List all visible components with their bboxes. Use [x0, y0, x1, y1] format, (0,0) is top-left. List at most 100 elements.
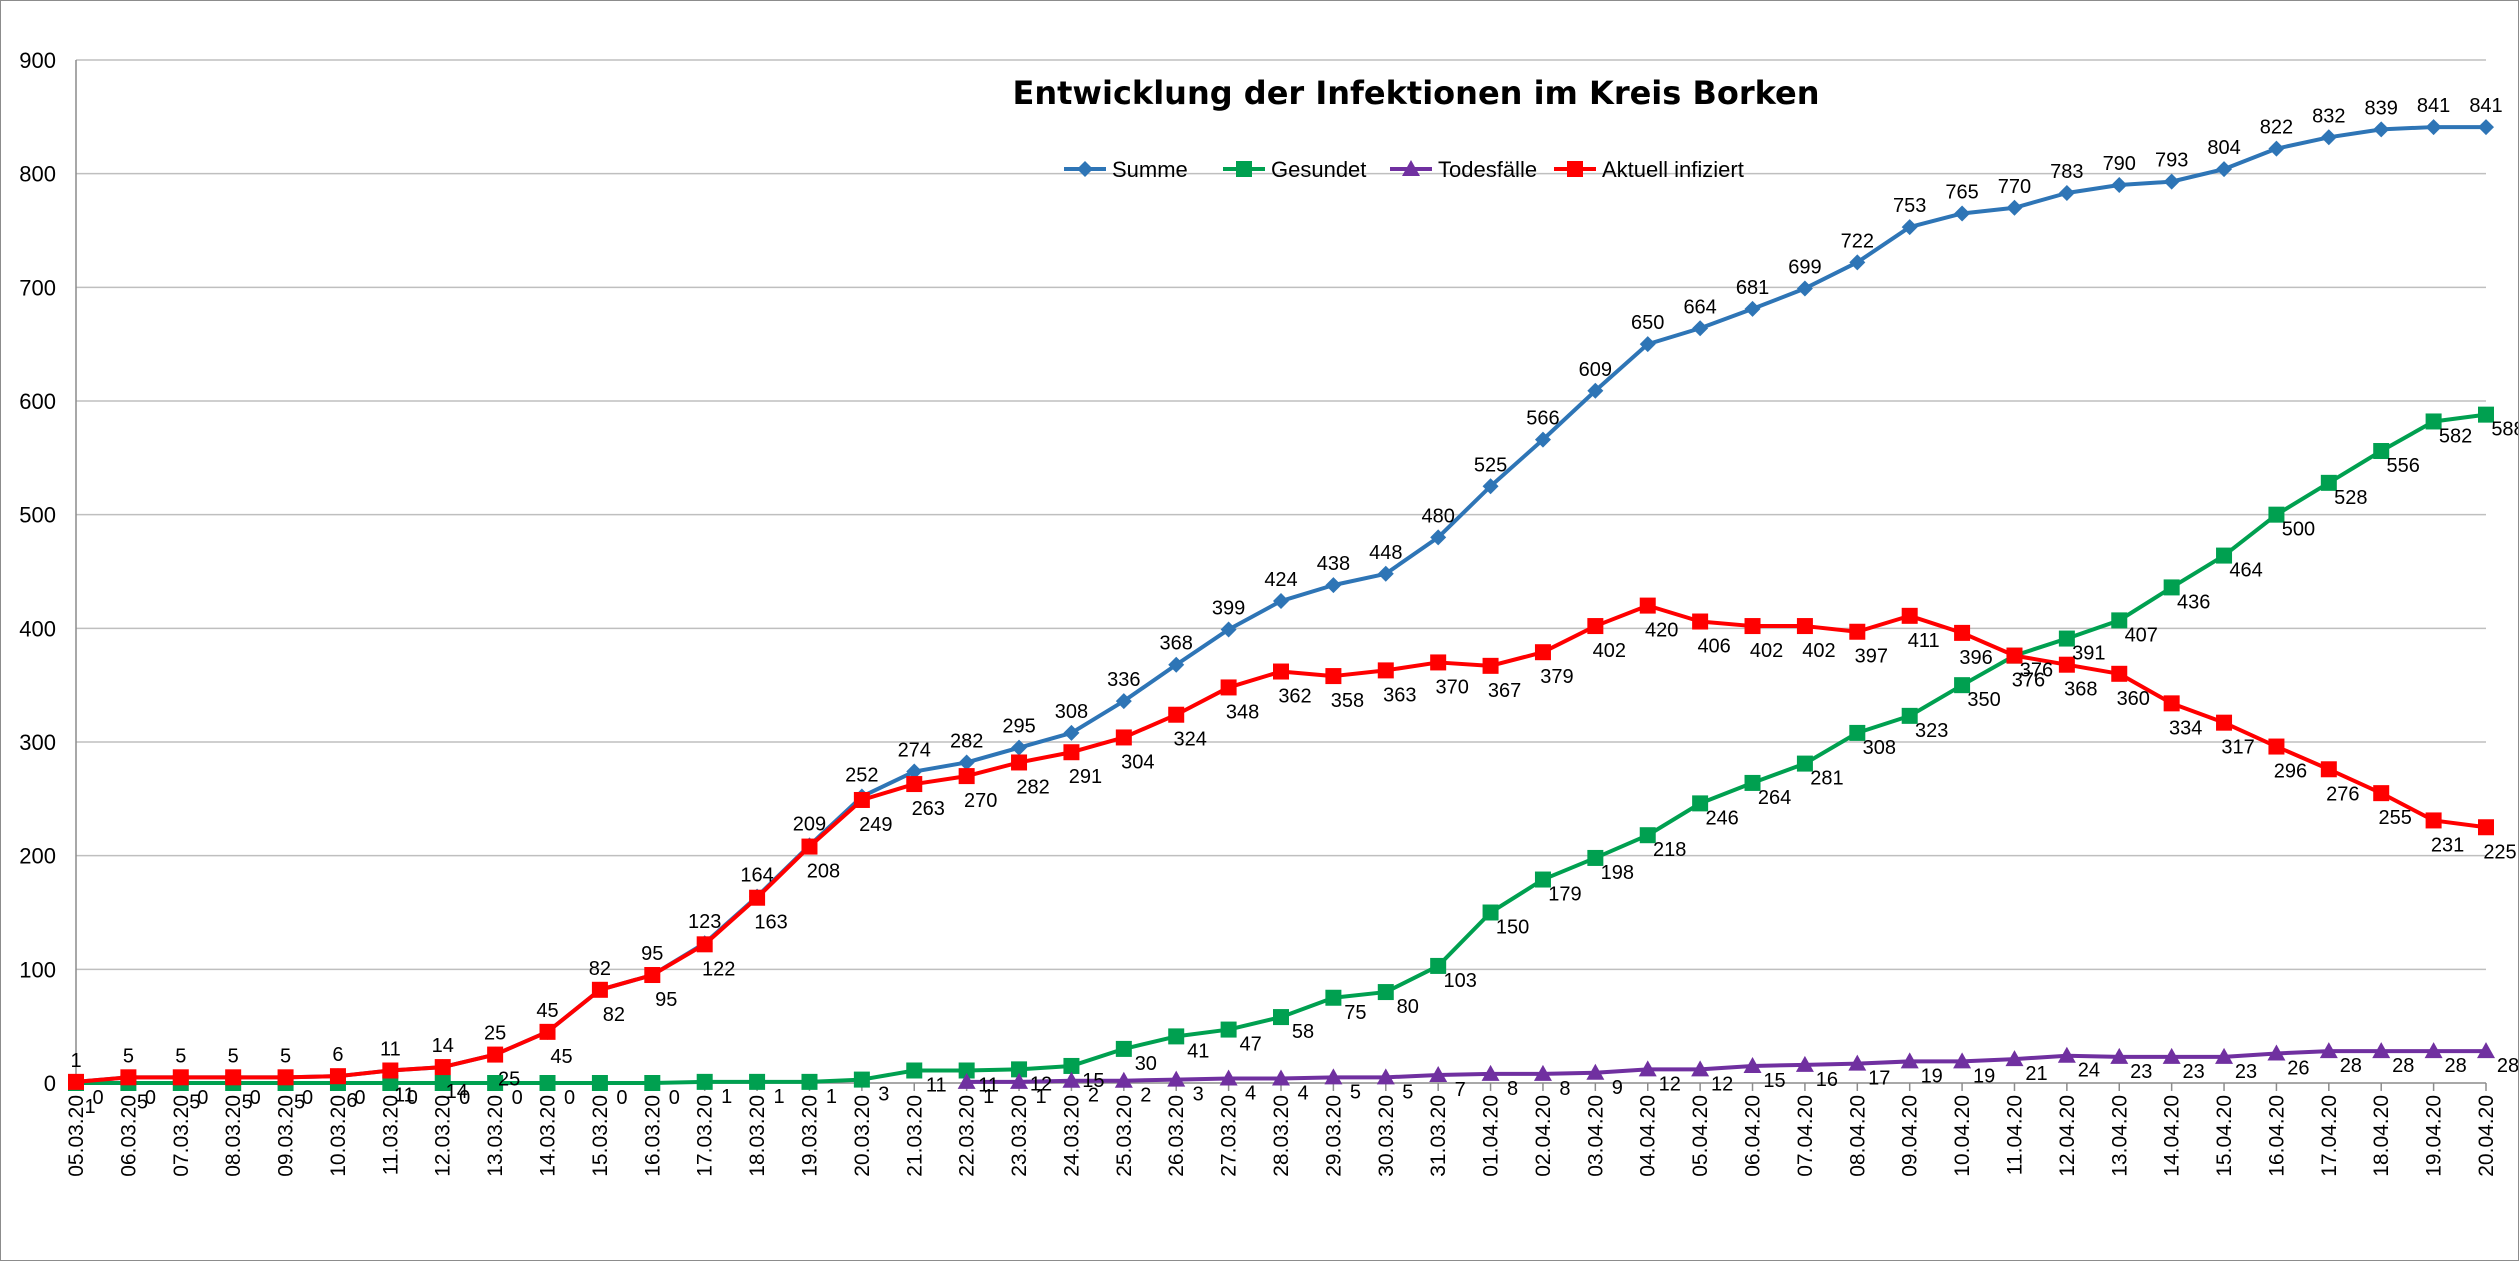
data-point — [2216, 547, 2233, 564]
data-label: 179 — [1548, 884, 1581, 906]
data-label: 23 — [2130, 1061, 2152, 1083]
data-point — [225, 1069, 242, 1086]
x-tick-label: 18.03.20 — [746, 1095, 769, 1177]
data-point — [2216, 714, 2233, 731]
data-label: 23 — [2183, 1061, 2205, 1083]
data-point — [1901, 607, 1918, 624]
data-point — [1587, 382, 1604, 399]
data-point — [2478, 406, 2494, 423]
data-label: 588 — [2491, 419, 2518, 441]
data-label: 8 — [1507, 1078, 1518, 1100]
data-label: 12 — [1030, 1073, 1052, 1095]
data-label: 790 — [2103, 153, 2136, 175]
data-label: 765 — [1945, 181, 1978, 203]
data-point — [2163, 695, 2180, 712]
data-point — [853, 1071, 870, 1088]
data-label: 391 — [2072, 643, 2105, 665]
data-label: 376 — [2012, 670, 2045, 692]
data-point — [2267, 1044, 2286, 1061]
legend: Summe Gesundet Todesfälle Aktuell infiziert — [1064, 157, 1744, 182]
x-tick-label: 19.04.20 — [2423, 1095, 2446, 1177]
data-label: 164 — [740, 865, 773, 887]
data-label: 6 — [346, 1090, 357, 1112]
data-label: 150 — [1496, 917, 1529, 939]
data-label: 295 — [1002, 716, 1035, 738]
data-point — [329, 1068, 346, 1085]
data-point — [2425, 119, 2442, 136]
data-label: 122 — [702, 958, 735, 980]
data-point — [1273, 593, 1289, 610]
data-label: 246 — [1705, 807, 1738, 829]
data-point — [2478, 819, 2494, 836]
data-label: 209 — [793, 813, 826, 835]
data-point — [2425, 413, 2442, 430]
data-label: 282 — [950, 730, 983, 752]
data-label: 1 — [70, 1050, 81, 1072]
data-point — [1377, 984, 1394, 1001]
x-axis-ticks: 05.03.20 06.03.20 07.03.20 08.03.20 09.03.20… — [65, 1083, 2498, 1177]
data-point — [2477, 1042, 2495, 1059]
data-point — [1849, 254, 1866, 271]
data-point — [2425, 812, 2442, 829]
data-label: 308 — [1863, 737, 1896, 759]
data-label: 282 — [1016, 776, 1049, 798]
data-label: 841 — [2469, 95, 2502, 117]
labels-todesfaelle: 1 1 2 2 3 4 4 5 5 7 8 8 9 12 12 15 16 17 19 19 21 24 23 23 23 26 2… — [983, 1055, 2518, 1108]
legend-label: Summe — [1112, 157, 1188, 182]
legend-label: Aktuell infiziert — [1602, 157, 1744, 182]
data-point — [2006, 199, 2023, 216]
data-label: 420 — [1645, 620, 1678, 642]
data-label: 208 — [807, 861, 840, 883]
series-group — [68, 119, 2495, 1091]
x-tick-label: 02.04.20 — [1532, 1095, 1555, 1177]
x-tick-label: 15.03.20 — [589, 1095, 612, 1177]
data-point — [1691, 1060, 1710, 1077]
data-point — [801, 838, 818, 855]
data-label: 348 — [1226, 701, 1259, 723]
data-label: 0 — [459, 1087, 470, 1109]
data-point — [2319, 1042, 2338, 1059]
data-point — [2058, 630, 2075, 647]
data-label: 45 — [536, 1000, 558, 1022]
data-label: 5 — [189, 1091, 200, 1113]
x-tick-label: 11.04.20 — [2003, 1095, 2026, 1175]
data-label: 263 — [912, 798, 945, 820]
data-point — [2424, 1042, 2443, 1059]
data-label: 0 — [407, 1087, 418, 1109]
data-label: 832 — [2312, 105, 2345, 127]
data-point — [1377, 565, 1394, 582]
data-point — [1063, 1057, 1080, 1074]
data-point — [1954, 205, 1971, 222]
data-label: 0 — [197, 1087, 208, 1109]
x-tick-label: 01.04.20 — [1480, 1095, 1503, 1177]
y-tick-label: 0 — [44, 1071, 56, 1096]
data-point — [696, 1073, 713, 1090]
data-label: 252 — [845, 765, 878, 787]
data-point — [2268, 506, 2285, 523]
data-point — [1533, 1064, 1552, 1081]
data-label: 28 — [2392, 1055, 2414, 1077]
data-point — [1168, 656, 1185, 673]
data-point — [1567, 161, 1583, 177]
data-point — [434, 1059, 451, 1076]
data-point — [1743, 1056, 1762, 1073]
data-label: 367 — [1488, 680, 1521, 702]
data-label: 25 — [484, 1023, 506, 1045]
data-label: 528 — [2334, 487, 2367, 509]
data-label: 80 — [1397, 996, 1419, 1018]
data-label: 324 — [1174, 729, 1207, 751]
data-point — [1482, 904, 1499, 921]
data-label: 2 — [1140, 1085, 1151, 1107]
data-label: 5 — [1402, 1081, 1413, 1103]
data-label: 45 — [550, 1046, 572, 1068]
data-point — [68, 1073, 84, 1090]
x-tick-label: 07.04.20 — [1794, 1095, 1817, 1177]
data-label: 218 — [1653, 839, 1686, 861]
data-label: 12 — [1711, 1073, 1733, 1095]
data-label: 681 — [1736, 277, 1769, 299]
data-point — [2162, 1047, 2181, 1064]
data-point — [1115, 693, 1132, 710]
x-tick-label: 23.03.20 — [1008, 1095, 1031, 1177]
